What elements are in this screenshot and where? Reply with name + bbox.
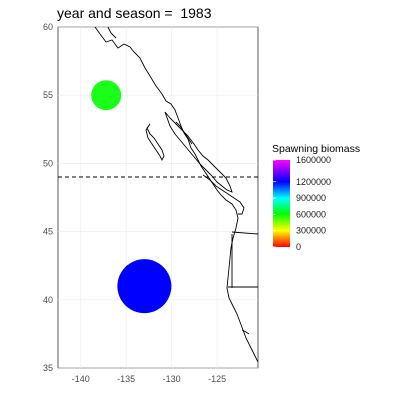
biomass-point-north [91, 80, 122, 111]
biomass-point-south [117, 259, 172, 314]
legend-label: 900000 [296, 193, 326, 203]
y-tick-label: 45 [43, 227, 53, 237]
x-axis-ticks: -140 -135 -130 -125 [72, 374, 226, 384]
legend-label: 300000 [296, 226, 326, 236]
legend-label: 600000 [296, 209, 326, 219]
y-tick-label: 55 [43, 90, 53, 100]
y-axis-ticks: 35 40 45 50 55 60 [43, 22, 53, 373]
x-tick-label: -130 [163, 374, 181, 384]
plot-panel [57, 26, 259, 369]
legend-label: 1200000 [296, 177, 331, 187]
y-tick-label: 35 [43, 363, 53, 373]
legend-label: 1600000 [296, 155, 331, 165]
legend-labels: 1600000 1200000 900000 600000 300000 0 [273, 155, 331, 252]
x-tick-label: -135 [117, 374, 135, 384]
y-tick-label: 50 [43, 158, 53, 168]
y-tick-label: 40 [43, 295, 53, 305]
legend-title: Spawning biomass [272, 143, 361, 155]
legend-colorbar [273, 160, 290, 247]
legend-label: 0 [296, 242, 301, 252]
x-tick-label: -125 [208, 374, 226, 384]
coastline [94, 27, 258, 363]
plot-title: year and season = 1983 [57, 5, 212, 21]
x-tick-label: -140 [72, 374, 90, 384]
y-tick-label: 60 [43, 22, 53, 32]
